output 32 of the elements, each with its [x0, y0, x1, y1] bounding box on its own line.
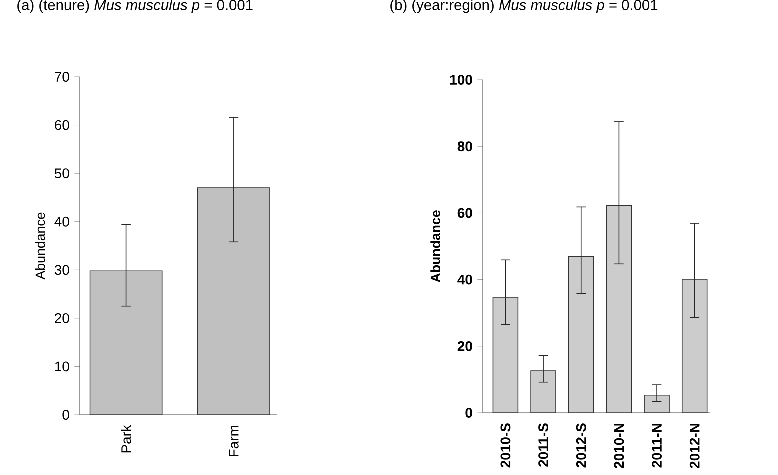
y-tick-label: 0: [62, 410, 70, 420]
x-tick-label: 2012-N: [690, 424, 700, 468]
x-tick-label: 2010-S: [500, 424, 511, 468]
y-tick-label: 10: [55, 362, 70, 372]
y-tick-label: 40: [54, 216, 70, 227]
bar: [606, 205, 632, 413]
y-tick-label: 0: [466, 408, 472, 418]
y-tick-label: 50: [54, 168, 70, 179]
x-tick-label: Farm: [229, 426, 239, 457]
bar: [568, 256, 594, 413]
y-axis-title: Abundance: [430, 210, 440, 282]
x-tick-label: 2011-S: [538, 424, 548, 467]
y-tick-label: 20: [55, 313, 70, 324]
y-axis-title: Abundance: [35, 212, 46, 280]
x-tick-label: 2010-N: [614, 424, 624, 468]
bar: [644, 394, 670, 413]
chart-title: (b) (year:region) Mus musculus p = 0.001: [390, 0, 658, 14]
y-tick-label: 60: [55, 120, 70, 130]
y-tick-label: 100: [450, 75, 472, 85]
bar: [530, 370, 556, 413]
y-tick-label: 40: [458, 274, 472, 285]
y-tick-label: 20: [458, 341, 472, 352]
y-tick-label: 60: [458, 208, 472, 218]
y-tick-label: 70: [55, 72, 70, 82]
bar: [682, 279, 708, 413]
x-tick-label: 2011-N: [652, 424, 662, 468]
x-tick-label: Park: [121, 425, 132, 453]
x-tick-label: 2012-S: [576, 424, 586, 468]
chart-title: (a) (tenure) Mus musculus p = 0.001: [18, 0, 253, 14]
y-tick-label: 80: [458, 142, 472, 152]
y-tick-label: 30: [54, 265, 70, 276]
bar: [492, 297, 519, 413]
